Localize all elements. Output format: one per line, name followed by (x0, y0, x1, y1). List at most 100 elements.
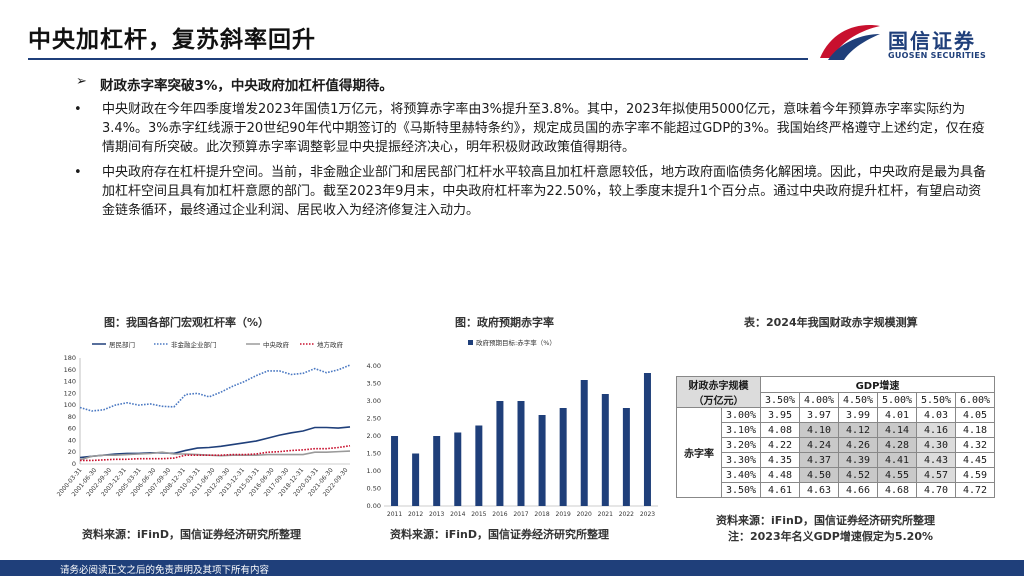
table-cell: 4.10 (799, 422, 839, 438)
bar (412, 453, 420, 506)
bar (601, 394, 609, 506)
y-tick-label: 160 (64, 366, 76, 374)
leverage-line-chart: 居民部门 非金融企业部门 中央政府 地方政府 0 20 40 60 80 100 120 140 160… (56, 340, 351, 498)
paragraph-1: • 中央财政在今年四季度增发2023年国债1万亿元，将预算赤字率由3%提升至3.… (74, 100, 986, 157)
table-cell: 4.16 (916, 422, 956, 438)
y-tick-label: 1.50 (367, 450, 381, 458)
bar (496, 401, 504, 506)
bar (475, 425, 483, 506)
table-cell: 4.32 (955, 437, 995, 453)
y-tick-label: 0 (72, 460, 76, 468)
x-tick-label: 2018 (534, 511, 549, 518)
table-cell: 4.14 (877, 422, 917, 438)
col-group-header: GDP增速 (760, 376, 995, 393)
title-divider (28, 58, 808, 60)
table-cell: 4.50 (799, 467, 839, 483)
legend-swatch (468, 340, 473, 345)
deficit-bar-chart: 政府预期目标:赤字率（%） 0.00 0.50 1.00 1.50 2.00 2.50 3.0… (367, 338, 658, 518)
y-tick-label: 20 (68, 448, 76, 456)
figure3-note: 注：2023年名义GDP增速假定为5.20% (728, 530, 933, 543)
x-tick-label: 2020 (577, 511, 592, 518)
table-cell: 4.03 (916, 407, 956, 423)
guosen-logo-icon (820, 25, 880, 60)
guosen-logo: 国信证券 GUOSEN SECURITIES (818, 22, 1008, 66)
figure3-caption: 表：2024年我国财政赤字规模测算 (744, 316, 918, 329)
y-tick-label: 40 (68, 436, 76, 444)
y-tick-label: 140 (64, 378, 76, 386)
table-cell: 4.72 (955, 482, 995, 498)
y-tick-label: 2.00 (367, 432, 381, 440)
logo-text-en: GUOSEN SECURITIES (888, 51, 987, 60)
table-cell: 4.24 (799, 437, 839, 453)
figure1-source: 资料来源：iFinD，国信证券经济研究所整理 (82, 528, 302, 541)
table-cell: 3.99 (838, 407, 878, 423)
table-cell: 4.45 (955, 452, 995, 468)
bullet-dot-icon: • (74, 102, 82, 117)
row-group-label: 赤字率 (676, 407, 722, 498)
column-header: 5.50% (916, 392, 956, 408)
x-tick-label: 2011 (387, 511, 402, 518)
legend-label: 地方政府 (317, 340, 344, 349)
x-tick-label: 2023 (640, 511, 655, 518)
bar (559, 408, 567, 506)
column-header: 6.00% (955, 392, 995, 408)
y-tick-label: 180 (64, 354, 76, 362)
row-header-rate: 3.30% (721, 452, 761, 468)
x-tick-label: 2017 (513, 511, 528, 518)
figure2-source: 资料来源：iFinD，国信证券经济研究所整理 (390, 528, 610, 541)
x-tick-label: 2019 (556, 511, 571, 518)
column-header: 4.50% (838, 392, 878, 408)
row-header-rate: 3.20% (721, 437, 761, 453)
y-tick-label: 100 (64, 401, 76, 409)
row-header-unit: （万亿元） (693, 396, 744, 407)
section-heading-text: 财政赤字率突破3%，中央政府加杠杆值得期待。 (100, 78, 393, 94)
table-cell: 4.12 (838, 422, 878, 438)
figure3-source: 资料来源：iFinD，国信证券经济研究所整理 (716, 514, 936, 527)
column-header: 4.00% (799, 392, 839, 408)
figure1-caption: 图：我国各部门宏观杠杆率（%） (104, 316, 270, 329)
deficit-scale-table: 财政赤字规模 （万亿元） GDP增速 3.50% 4.00% 4.50% 5.00% 5.50… (676, 376, 995, 498)
table-cell: 4.28 (877, 437, 917, 453)
series-line-0 (79, 426, 351, 459)
table-cell: 4.18 (955, 422, 995, 438)
row-header-rate: 3.50% (721, 482, 761, 498)
table-cell: 4.63 (799, 482, 839, 498)
table-cell: 4.68 (877, 482, 917, 498)
table-cell: 3.95 (760, 407, 800, 423)
row-header-rate: 3.10% (721, 422, 761, 438)
paragraph-2: • 中央政府存在杠杆提升空间。当前，非金融企业部门和居民部门杠杆水平较高且加杠杆… (74, 163, 987, 220)
table-cell: 4.30 (916, 437, 956, 453)
x-tick-label: 2013 (429, 511, 444, 518)
table-cell: 4.22 (760, 437, 800, 453)
column-header: 3.50% (760, 392, 800, 408)
x-tick-label: 2022 (619, 511, 634, 518)
series-line-3 (80, 444, 351, 462)
bullet-dot-icon: • (74, 165, 82, 180)
y-tick-label: 0.50 (367, 485, 381, 493)
table-cell: 4.70 (916, 482, 956, 498)
table-cell: 4.37 (799, 452, 839, 468)
y-tick-label: 80 (68, 413, 76, 421)
x-tick-label: 2016 (492, 511, 507, 518)
row-header-cell: 财政赤字规模 （万亿元） (676, 376, 761, 408)
y-tick-label: 60 (68, 425, 76, 433)
legend-label: 非金融企业部门 (171, 340, 217, 349)
footer-disclaimer: 请务必阅读正文之后的免责声明及其项下所有内容 (60, 565, 270, 576)
section-heading: ➢ 财政赤字率突破3%，中央政府加杠杆值得期待。 (76, 74, 986, 94)
bar (622, 408, 630, 506)
table-cell: 4.57 (916, 467, 956, 483)
table-cell: 4.66 (838, 482, 878, 498)
bar (433, 436, 441, 506)
logo-text-cn: 国信证券 (888, 29, 976, 53)
y-tick-label: 0.00 (367, 502, 381, 510)
x-tick-label: 2015 (471, 511, 486, 518)
table-cell: 4.01 (877, 407, 917, 423)
row-header-rate: 3.00% (721, 407, 761, 423)
legend-label: 中央政府 (263, 340, 290, 349)
legend-label: 政府预期目标:赤字率（%） (476, 338, 556, 347)
table-cell: 4.59 (955, 467, 995, 483)
y-tick-label: 120 (64, 389, 76, 397)
bar (517, 401, 525, 506)
table-cell: 3.97 (799, 407, 839, 423)
paragraph-2-text: 中央政府存在杠杆提升空间。当前，非金融企业部门和居民部门杠杆水平较高且加杠杆意愿… (102, 165, 987, 218)
